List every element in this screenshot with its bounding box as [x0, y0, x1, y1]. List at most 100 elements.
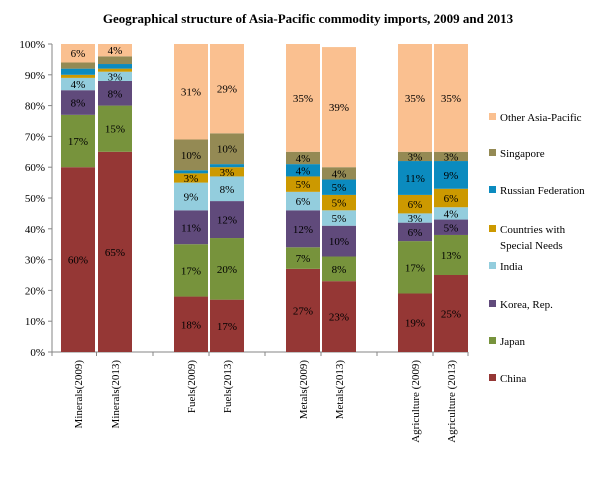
bar-segment — [398, 241, 432, 294]
bar-segment — [61, 44, 95, 63]
bar-segment — [286, 247, 320, 269]
y-tick-label: 60% — [25, 162, 45, 174]
category-label: Metals(2009) — [298, 360, 310, 420]
legend-swatch — [489, 262, 496, 269]
data-label: 6% — [444, 193, 459, 205]
bar-segment — [286, 210, 320, 248]
bar-segment — [398, 161, 432, 195]
category-label: Agriculture (2009) — [410, 360, 422, 443]
bar-segment — [434, 275, 468, 352]
y-tick-label: 0% — [30, 347, 45, 359]
data-label: 3% — [184, 173, 199, 185]
bar-segment — [322, 194, 356, 211]
data-label: 65% — [105, 247, 125, 259]
data-label: 3% — [220, 167, 235, 179]
bar-segment — [98, 68, 132, 72]
legend: Other Asia-Pacific Singapore Russian Feder… — [489, 112, 585, 385]
data-label: 35% — [441, 93, 461, 105]
y-tick-label: 30% — [25, 255, 45, 267]
category-label: Minerals(2009) — [73, 360, 85, 429]
data-label: 11% — [405, 173, 425, 185]
data-label: 27% — [293, 305, 313, 317]
bar-segment — [174, 44, 208, 140]
data-label: 4% — [332, 168, 347, 180]
category-labels: Minerals(2009) Minerals(2013) Fuels(2009) F… — [73, 360, 458, 443]
data-label: 13% — [441, 250, 461, 262]
legend-swatch — [489, 186, 496, 193]
bar-segment — [434, 151, 468, 162]
y-tick-label: 100% — [19, 39, 45, 51]
legend-label: Russian Federation — [500, 185, 585, 197]
bar-segment — [398, 151, 432, 162]
data-label: 10% — [217, 144, 237, 156]
y-tick-label: 20% — [25, 285, 45, 297]
data-label: 23% — [329, 312, 349, 324]
data-labels: 60% 17% 8% 4% 6% 65% 15% 8% 3% 4% 18% 17% 11% 9% 3% 10%… — [68, 45, 461, 333]
bar-segment — [174, 182, 208, 211]
bar-segment — [61, 68, 95, 75]
data-label: 4% — [71, 79, 86, 91]
bar-segment — [434, 234, 468, 275]
data-label: 12% — [217, 215, 237, 227]
bar-segment — [398, 293, 432, 352]
legend-label: Countries with — [500, 224, 566, 236]
data-label: 20% — [217, 264, 237, 276]
legend-label: Special Needs — [500, 240, 563, 252]
bar-segment — [210, 201, 244, 239]
category-label: Agriculture (2013) — [446, 360, 458, 443]
legend-swatch — [489, 374, 496, 381]
bar-segment — [434, 219, 468, 235]
bar-segment — [98, 105, 132, 152]
y-tick-label: 50% — [25, 193, 45, 205]
category-label: Metals(2013) — [334, 360, 346, 420]
legend-swatch — [489, 337, 496, 344]
bar-segment — [286, 176, 320, 192]
bar-segment — [98, 151, 132, 352]
bars — [61, 44, 468, 352]
data-label: 11% — [181, 222, 201, 234]
bar-segment — [398, 44, 432, 152]
legend-label: Japan — [500, 336, 526, 348]
category-label: Fuels(2009) — [186, 360, 198, 414]
bar-segment — [210, 238, 244, 300]
bar-segment — [174, 173, 208, 183]
bar-segment — [210, 133, 244, 165]
bar-segment — [398, 213, 432, 223]
y-tick-label: 80% — [25, 101, 45, 113]
bar-segment — [61, 90, 95, 115]
data-label: 5% — [296, 179, 311, 191]
data-label: 3% — [408, 151, 423, 163]
bar-segment — [398, 194, 432, 214]
bar-segment — [98, 56, 132, 65]
bar-segment — [286, 151, 320, 165]
data-label: 17% — [181, 265, 201, 277]
data-label: 8% — [220, 184, 235, 196]
legend-swatch — [489, 300, 496, 307]
data-label: 7% — [296, 253, 311, 265]
bar-segment — [286, 268, 320, 352]
bar-segment — [61, 167, 95, 352]
bar-segment — [434, 161, 468, 189]
bar-segment — [61, 77, 95, 91]
bar-segment — [98, 71, 132, 81]
bar-segment — [174, 139, 208, 171]
bar-segment — [61, 114, 95, 168]
bar-segment — [434, 44, 468, 152]
data-label: 15% — [105, 124, 125, 136]
data-label: 10% — [329, 236, 349, 248]
bar-segment — [322, 179, 356, 195]
bar-segment — [98, 64, 132, 69]
data-label: 31% — [181, 87, 201, 99]
bar-segment — [174, 210, 208, 245]
bar-segment — [398, 222, 432, 242]
bar-segment — [61, 74, 95, 78]
data-label: 8% — [71, 98, 86, 110]
bar-segment — [210, 299, 244, 352]
y-tick-label: 10% — [25, 316, 45, 328]
data-label: 6% — [408, 227, 423, 239]
data-label: 8% — [332, 264, 347, 276]
bar-segment — [434, 188, 468, 208]
bar-segment — [174, 170, 208, 174]
bar-segment — [210, 176, 244, 202]
